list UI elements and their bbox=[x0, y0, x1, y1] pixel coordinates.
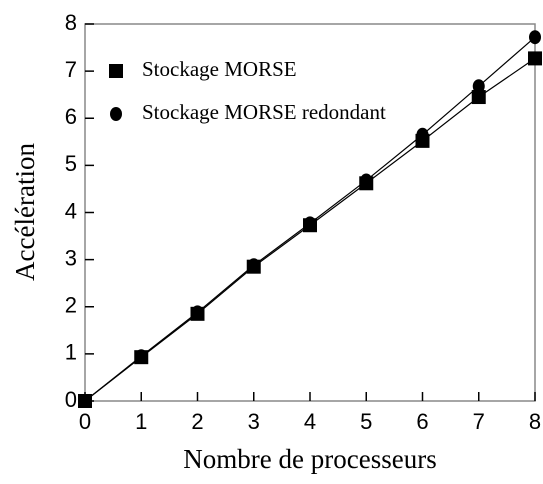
y-tick-label: 7 bbox=[65, 57, 77, 82]
x-axis-label: Nombre de processeurs bbox=[183, 444, 436, 474]
marker-square bbox=[471, 90, 486, 105]
marker-square bbox=[528, 51, 542, 66]
x-tick-label: 3 bbox=[248, 409, 260, 434]
marker-circle bbox=[304, 216, 316, 231]
x-tick-label: 1 bbox=[135, 409, 147, 434]
marker-circle bbox=[135, 349, 148, 364]
y-tick-label: 4 bbox=[65, 198, 77, 223]
y-tick-label: 8 bbox=[65, 10, 77, 35]
marker-circle bbox=[360, 173, 373, 188]
marker-square bbox=[109, 64, 123, 78]
y-tick-label: 0 bbox=[65, 387, 77, 412]
x-tick-label: 0 bbox=[79, 409, 91, 434]
marker-circle bbox=[416, 127, 429, 142]
y-tick-label: 6 bbox=[65, 104, 77, 129]
marker-circle bbox=[110, 107, 122, 121]
y-tick-label: 5 bbox=[65, 151, 77, 176]
x-tick-label: 8 bbox=[529, 409, 541, 434]
marker-circle bbox=[247, 258, 260, 273]
y-tick-label: 3 bbox=[65, 245, 77, 270]
y-tick-label: 2 bbox=[65, 293, 77, 318]
x-tick-label: 4 bbox=[304, 409, 316, 434]
y-tick-label: 1 bbox=[65, 340, 77, 365]
legend-label: Stockage MORSE redondant bbox=[142, 100, 386, 124]
marker-circle bbox=[472, 79, 485, 94]
x-tick-label: 5 bbox=[360, 409, 372, 434]
marker-circle bbox=[79, 394, 91, 408]
marker-circle bbox=[529, 30, 541, 45]
x-tick-label: 7 bbox=[473, 409, 485, 434]
marker-circle bbox=[191, 305, 204, 320]
y-axis-label: Accélération bbox=[10, 143, 40, 281]
x-tick-label: 2 bbox=[191, 409, 203, 434]
x-tick-label: 6 bbox=[416, 409, 428, 434]
legend-label: Stockage MORSE bbox=[142, 57, 297, 81]
